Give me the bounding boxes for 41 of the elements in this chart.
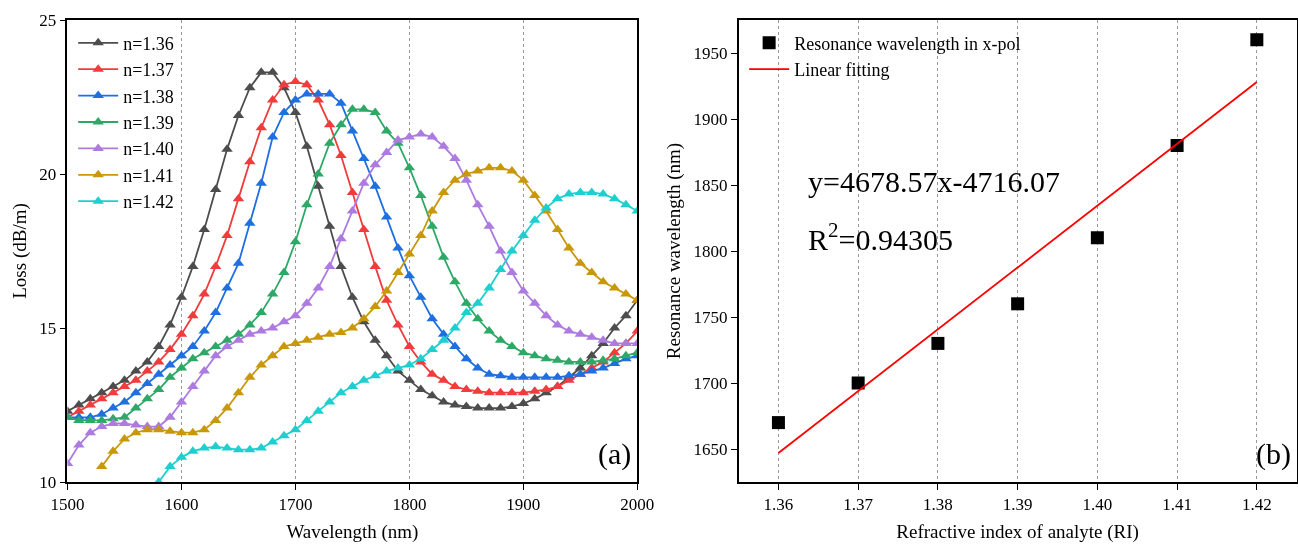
legend-label: Linear fitting bbox=[794, 60, 890, 81]
x-tick-label: 1900 bbox=[506, 495, 541, 515]
x-tick-label: 1.37 bbox=[843, 495, 874, 515]
x-tick-label: 2000 bbox=[620, 495, 655, 515]
y-tick-label: 20 bbox=[39, 164, 57, 184]
x-tick-label: 1800 bbox=[392, 495, 427, 515]
legend-label: n=1.40 bbox=[123, 139, 174, 160]
x-tick-label: 1.36 bbox=[763, 495, 794, 515]
x-axis-title: Wavelength (nm) bbox=[286, 521, 419, 544]
x-tick-label: 1.42 bbox=[1241, 495, 1272, 515]
legend-label: n=1.39 bbox=[123, 113, 174, 134]
y-tick-label: 25 bbox=[39, 10, 57, 30]
legend-label: n=1.38 bbox=[123, 86, 174, 107]
x-tick-label: 1500 bbox=[50, 495, 85, 515]
x-axis-title: Refractive index of analyte (RI) bbox=[896, 521, 1139, 544]
x-tick-label: 1.40 bbox=[1082, 495, 1113, 515]
x-tick-label: 1700 bbox=[278, 495, 313, 515]
legend-label: n=1.37 bbox=[123, 60, 174, 81]
y-tick-label: 1750 bbox=[693, 307, 728, 327]
y-tick-label: 15 bbox=[39, 318, 57, 338]
y-tick-label: 1800 bbox=[693, 241, 728, 261]
annotation: R$^{2}$=0.94305 bbox=[808, 218, 953, 256]
y-tick-label: 1700 bbox=[693, 373, 728, 393]
annotation: (b) bbox=[1256, 437, 1291, 471]
y-tick-label: 10 bbox=[39, 472, 57, 492]
x-tick-label: 1.39 bbox=[1002, 495, 1033, 515]
legend-label: n=1.41 bbox=[123, 165, 174, 186]
y-tick-label: 1900 bbox=[693, 109, 728, 129]
x-tick-label: 1600 bbox=[164, 495, 199, 515]
annotation: y=4678.57x-4716.07 bbox=[808, 165, 1060, 198]
legend-label: n=1.36 bbox=[123, 33, 174, 54]
legend-label: n=1.42 bbox=[123, 192, 174, 213]
annotation: (a) bbox=[598, 437, 632, 471]
y-tick-label: 1850 bbox=[693, 175, 728, 195]
y-axis-title: Resonance wavelength (nm) bbox=[662, 142, 685, 360]
y-tick-label: 1650 bbox=[693, 439, 728, 459]
y-axis-title: Loss (dB/m) bbox=[8, 203, 31, 299]
y-tick-label: 1950 bbox=[693, 43, 728, 63]
x-tick-label: 1.38 bbox=[923, 495, 953, 515]
legend-label: Resonance wavelength in x-pol bbox=[794, 33, 1021, 54]
x-tick-label: 1.41 bbox=[1162, 495, 1192, 515]
